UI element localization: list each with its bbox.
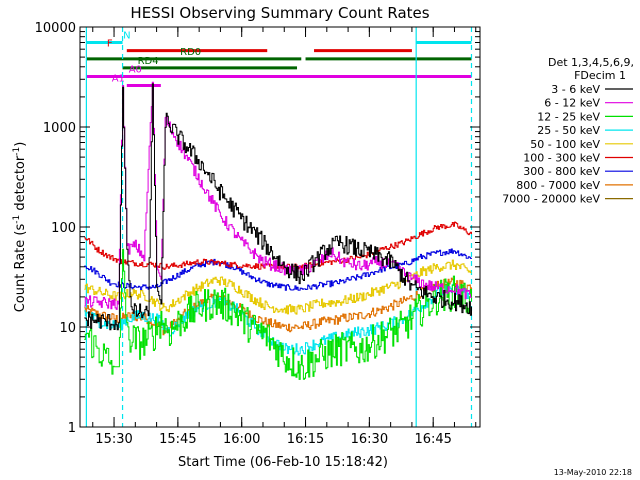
flag-label: RD0 [180,47,201,58]
legend-entry-label: 50 - 100 keV [530,138,600,151]
series-line [84,277,472,336]
y-tick-label: 1 [68,421,76,436]
flag-label: A0 [129,64,142,75]
y-tick-label: 10000 [35,21,76,36]
series-line [84,248,472,380]
y-axis-label: Count Rate (s-1 detector-1) [12,142,28,313]
y-axis-label-part: ) [13,142,28,147]
x-tick-label: 15:45 [159,432,196,447]
series-line [84,248,472,291]
y-axis-label-part: Count Rate (s [13,224,28,313]
chart-title: HESSI Observing Summary Count Rates [130,4,429,22]
x-tick-label: 16:45 [414,432,451,447]
flag-label: A1 [112,74,125,85]
legend-entry-label: 12 - 25 keV [537,110,600,123]
legend-header-line-2: FDecim 1 [574,69,626,82]
x-axis-label: Start Time (06-Feb-10 15:18:42) [178,455,388,470]
legend-entry-label: 25 - 50 keV [537,124,600,137]
series-lines [84,81,472,380]
flag-label: F [107,39,113,50]
legend-entry-label: 7000 - 20000 keV [502,193,600,206]
timestamp: 13-May-2010 22:18 [554,468,632,477]
y-axis: 1 10 100 1000 10000 [35,21,480,436]
y-tick-label: 1000 [43,121,76,136]
legend-header-line-1: Det 1,3,4,5,6,9, [548,56,634,69]
x-tick-label: 16:30 [351,432,388,447]
x-axis: 15:30 15:45 16:00 16:15 16:30 16:45 [92,27,477,447]
y-axis-label-part: -1 [12,215,22,224]
y-axis-label-part: -1 [12,147,22,156]
flag-label: N [123,30,130,41]
legend-entry-label: 6 - 12 keV [544,97,600,110]
y-axis-label-part: detector [13,155,28,215]
legend-entry-label: 3 - 6 keV [551,83,600,96]
legend-entry-label: 300 - 800 keV [523,165,600,178]
x-tick-label: 15:30 [95,432,132,447]
y-tick-label: 10 [59,321,76,336]
legend-entry-label: 800 - 7000 keV [516,179,600,192]
series-line [84,83,472,331]
y-tick-label: 100 [51,221,76,236]
legend-entry-label: 100 - 300 keV [523,152,600,165]
x-tick-label: 16:00 [223,432,260,447]
flag-label: RD4 [138,56,159,67]
x-tick-label: 16:15 [287,432,324,447]
